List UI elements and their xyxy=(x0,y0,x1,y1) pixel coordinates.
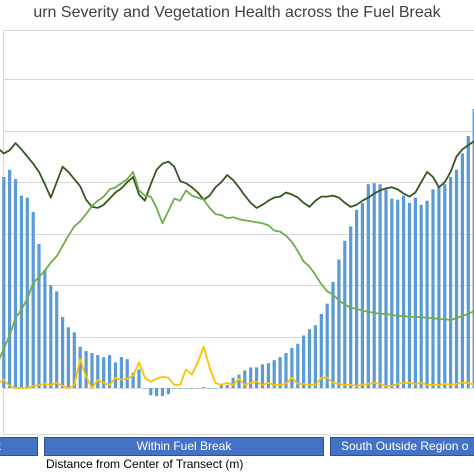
bar xyxy=(307,329,312,388)
region-label-north-outside: k xyxy=(0,437,38,456)
bar xyxy=(260,364,265,388)
bar xyxy=(49,285,53,388)
bar xyxy=(178,388,182,389)
bar xyxy=(125,359,129,388)
bar xyxy=(66,327,70,388)
bar xyxy=(137,369,141,388)
bar xyxy=(272,360,276,388)
bar xyxy=(360,202,364,388)
bar xyxy=(255,367,259,388)
bar xyxy=(119,357,123,388)
bar xyxy=(266,363,270,388)
bar xyxy=(443,184,447,388)
bar xyxy=(31,212,35,388)
bar xyxy=(19,195,23,388)
bar xyxy=(396,199,400,388)
bar xyxy=(25,197,29,388)
bar xyxy=(219,384,223,388)
bar xyxy=(225,384,229,388)
bar xyxy=(160,388,165,397)
bar xyxy=(43,269,47,388)
bar xyxy=(384,189,388,388)
bar xyxy=(302,335,306,388)
bar xyxy=(72,332,76,388)
bar xyxy=(13,179,18,388)
bar xyxy=(202,387,206,388)
bar xyxy=(231,377,235,388)
chart-title: urn Severity and Vegetation Health acros… xyxy=(33,4,441,21)
bar xyxy=(190,388,194,389)
bar xyxy=(208,388,212,389)
bar xyxy=(196,388,200,389)
bar xyxy=(325,303,329,388)
bar xyxy=(149,388,153,396)
bar xyxy=(61,317,65,388)
bar xyxy=(213,388,217,389)
bar xyxy=(454,169,459,388)
bar xyxy=(413,197,417,388)
bar xyxy=(449,177,453,388)
bar xyxy=(460,153,464,388)
line-series-group xyxy=(0,140,474,389)
bar xyxy=(155,388,159,397)
bar xyxy=(366,184,370,388)
region-label-south-outside: South Outside Region o xyxy=(330,437,474,456)
bar xyxy=(437,186,441,388)
bar xyxy=(419,204,423,388)
bar xyxy=(296,343,300,388)
bar xyxy=(243,370,247,388)
bar xyxy=(249,367,253,388)
bar xyxy=(337,259,341,388)
bar xyxy=(78,346,82,388)
bar xyxy=(407,202,412,388)
bar xyxy=(278,357,282,388)
bar xyxy=(184,388,188,389)
bar xyxy=(372,183,376,388)
bar xyxy=(84,351,88,388)
bar xyxy=(2,177,6,388)
bar xyxy=(431,189,435,388)
bar xyxy=(108,355,112,388)
bar xyxy=(343,240,347,388)
bar-series xyxy=(2,109,474,397)
bar xyxy=(96,355,100,388)
bar xyxy=(90,353,94,388)
bar xyxy=(425,200,429,388)
bar xyxy=(172,388,176,389)
bar xyxy=(37,243,41,388)
bar xyxy=(284,353,288,388)
bar xyxy=(8,169,12,388)
bar xyxy=(313,325,317,388)
bar xyxy=(390,198,394,388)
bar xyxy=(290,347,294,388)
gridlines xyxy=(3,30,474,435)
x-axis-label: Distance from Center of Transect (m) xyxy=(46,457,244,471)
bar xyxy=(143,388,147,389)
bar xyxy=(319,313,323,388)
bar xyxy=(55,291,59,388)
line-series-2 xyxy=(0,170,474,360)
bar xyxy=(355,210,359,388)
bar xyxy=(113,362,118,388)
bar xyxy=(472,109,474,388)
bar xyxy=(402,195,406,388)
bar xyxy=(237,374,241,388)
bar xyxy=(378,184,382,388)
line-series-3 xyxy=(0,345,474,389)
bar xyxy=(466,135,470,388)
bar xyxy=(131,372,135,388)
region-label-within-fuel-break: Within Fuel Break xyxy=(44,437,324,456)
bar xyxy=(331,282,335,388)
bar xyxy=(166,388,170,395)
bar xyxy=(102,357,106,388)
line-series-1 xyxy=(0,140,474,209)
